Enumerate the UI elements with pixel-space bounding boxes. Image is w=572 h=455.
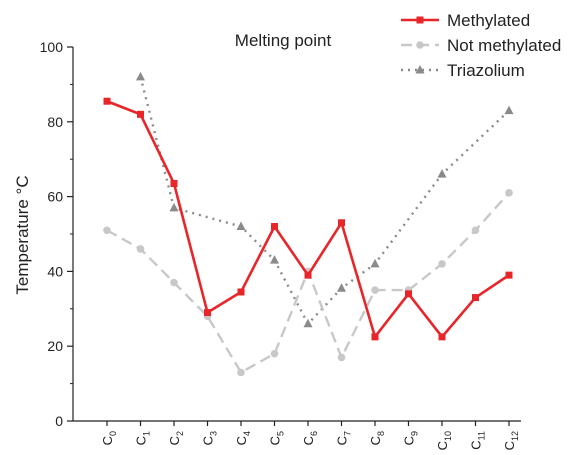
data-point-triazolium	[337, 283, 346, 292]
y-axis-label: Temperature °C	[13, 175, 32, 294]
series-not-methylated	[103, 189, 513, 377]
legend-marker-methylated	[416, 16, 424, 24]
data-point-triazolium	[270, 255, 279, 264]
data-point-methylated	[237, 288, 245, 296]
x-tick-label: C7	[335, 431, 353, 445]
series-layer	[103, 71, 514, 377]
data-point-not-methylated	[505, 189, 513, 197]
series-methylated	[103, 97, 513, 341]
legend-marker-triazolium	[415, 65, 425, 74]
data-point-not-methylated	[170, 278, 178, 287]
data-point-not-methylated	[371, 286, 379, 294]
x-tick-label: C5	[268, 431, 286, 445]
data-point-triazolium	[169, 202, 179, 212]
axes: 0 20 40 60 80 100 C0 C1 C2 C3 C4 C5 C6 C7 C8 C9 C10 C11 C1…	[40, 39, 521, 450]
data-point-methylated	[204, 309, 211, 317]
series-line-methylated	[106, 100, 510, 339]
series-line-triazolium	[139, 76, 510, 325]
x-tick-label: C2	[167, 431, 185, 445]
data-point-not-methylated	[438, 260, 446, 268]
data-point-not-methylated	[270, 349, 279, 358]
series-line-not-methylated	[106, 192, 510, 374]
data-point-not-methylated	[136, 245, 145, 253]
data-point-triazolium	[136, 71, 145, 81]
chart-title: Melting point	[235, 31, 332, 50]
y-tick-label: 60	[47, 189, 63, 205]
y-tick-label: 0	[55, 413, 63, 429]
data-point-triazolium	[437, 169, 447, 178]
legend-entry-not-methylated: Not methylated	[401, 36, 561, 55]
data-point-methylated	[103, 97, 111, 105]
data-point-methylated	[472, 294, 479, 302]
x-tick-label: C4	[234, 431, 252, 445]
data-point-methylated	[371, 333, 379, 341]
series-triazolium	[136, 71, 514, 328]
data-point-triazolium	[236, 221, 246, 231]
y-tick-label: 40	[47, 263, 63, 279]
legend-entry-methylated: Methylated	[401, 11, 530, 30]
data-point-methylated	[505, 271, 513, 279]
data-point-not-methylated	[103, 226, 111, 235]
x-tick-label: C10	[435, 431, 453, 450]
y-tick-label: 80	[47, 114, 63, 130]
data-point-methylated	[137, 110, 144, 118]
data-point-triazolium	[303, 318, 313, 328]
legend-entry-triazolium: Triazolium	[401, 61, 525, 80]
x-tick-label: C6	[301, 431, 319, 445]
data-point-methylated	[438, 333, 446, 341]
data-point-methylated	[170, 180, 178, 188]
data-point-methylated	[338, 219, 345, 227]
x-tick-label: C8	[368, 431, 386, 445]
x-tick-label: C3	[201, 431, 219, 445]
data-point-not-methylated	[237, 368, 245, 377]
x-tick-label: C0	[100, 431, 118, 445]
data-point-not-methylated	[337, 353, 346, 362]
legend-label-not-methylated: Not methylated	[447, 36, 561, 55]
legend-marker-not-methylated	[416, 41, 424, 49]
legend-label-triazolium: Triazolium	[447, 61, 525, 80]
legend-label-methylated: Methylated	[447, 11, 530, 30]
data-point-not-methylated	[471, 226, 480, 235]
y-tick-label: 20	[47, 338, 63, 354]
data-point-triazolium	[504, 105, 514, 115]
data-point-triazolium	[370, 258, 380, 268]
x-tick-label: C1	[134, 431, 152, 445]
x-tick-label: C12	[502, 431, 520, 450]
data-point-methylated	[304, 271, 312, 279]
data-point-methylated	[271, 223, 278, 231]
data-point-methylated	[405, 290, 412, 298]
y-tick-label: 100	[40, 39, 64, 55]
legend: Methylated Not methylated Triazolium	[401, 11, 561, 80]
x-tick-label: C11	[469, 431, 487, 450]
x-tick-label: C9	[402, 431, 420, 445]
